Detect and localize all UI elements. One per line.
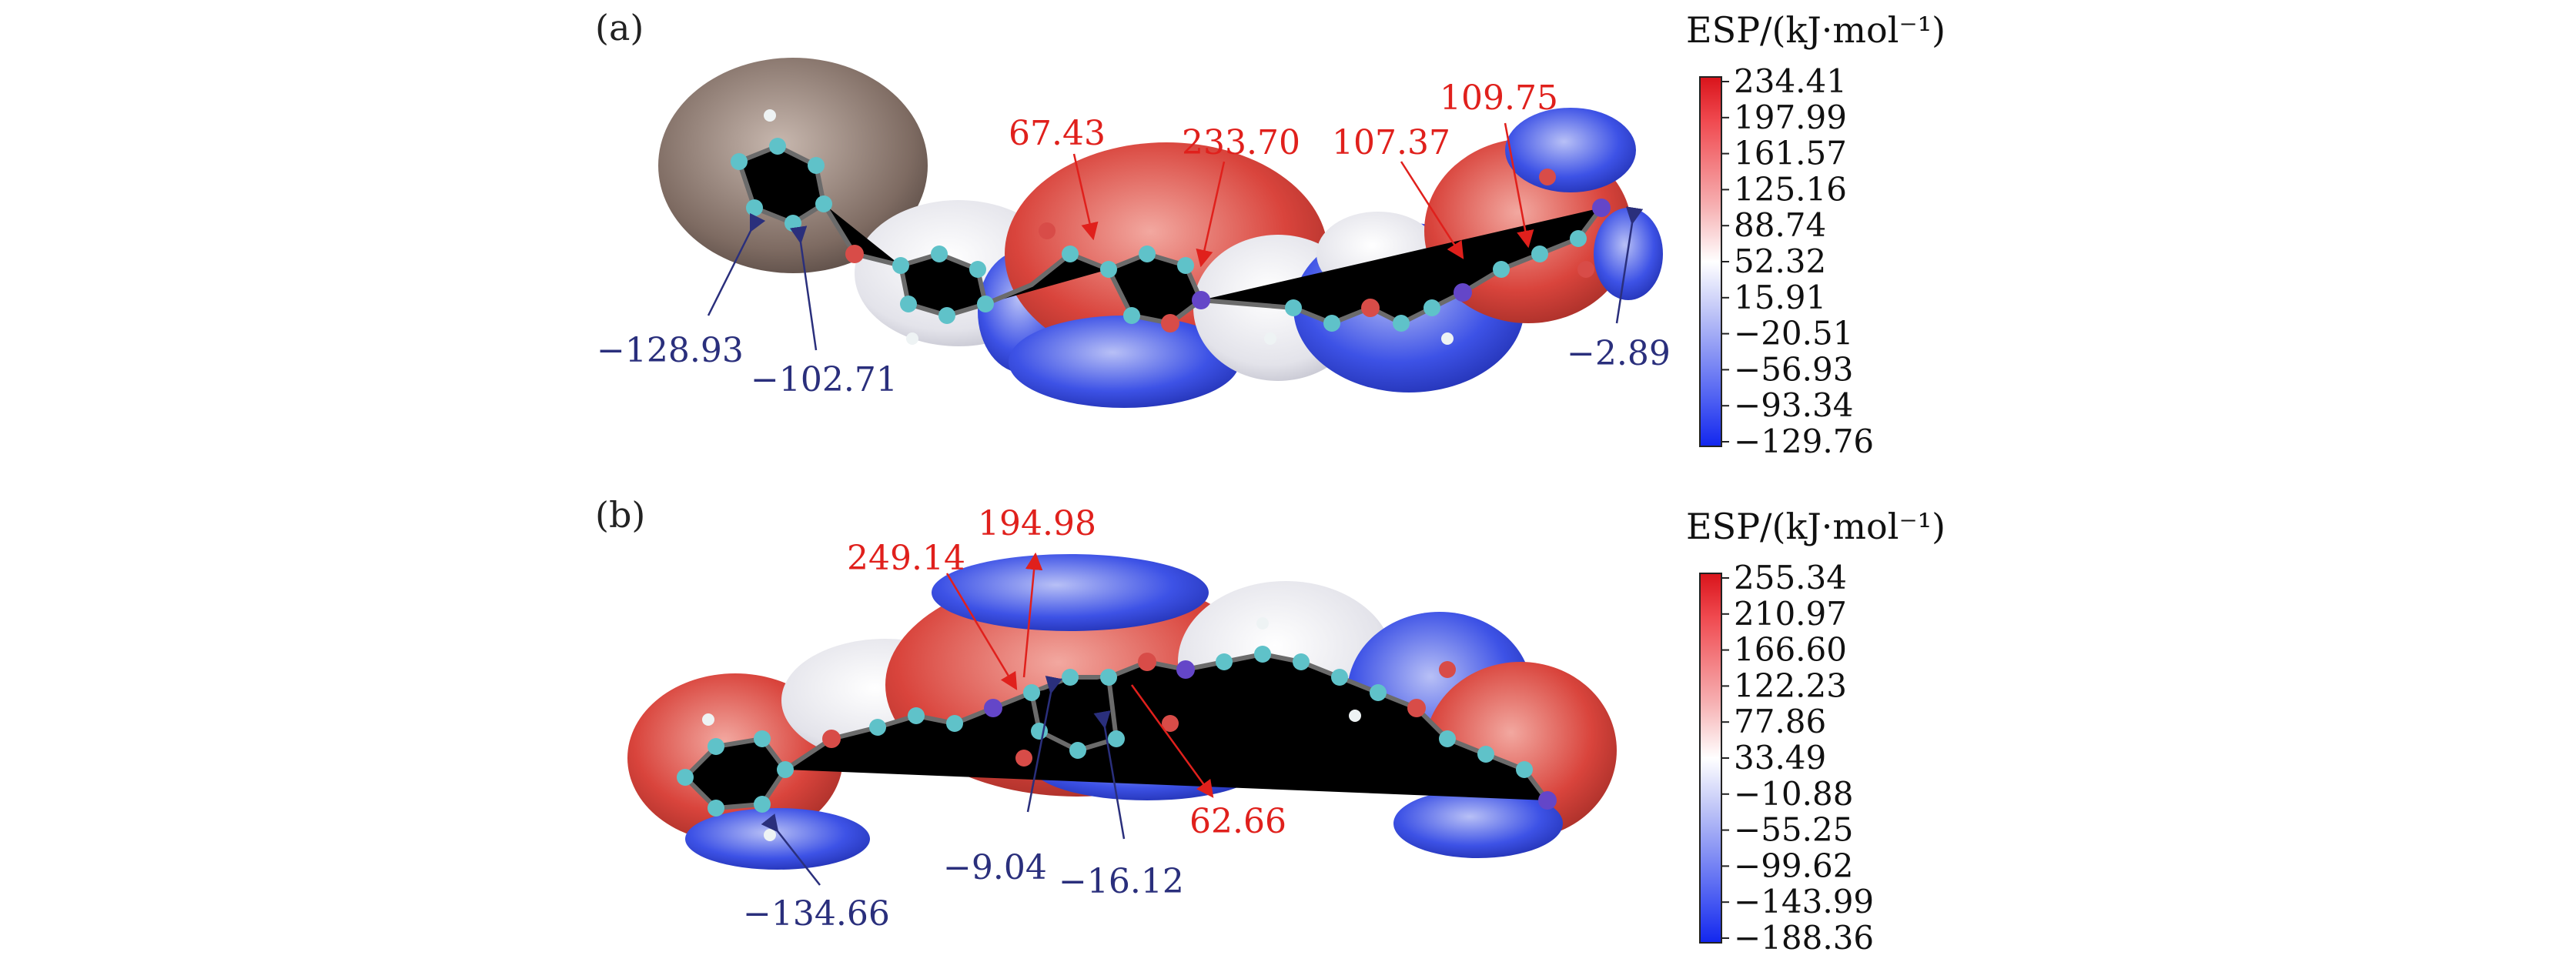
annotation-arrow (1400, 161, 1464, 259)
panel-b: (b) (595, 494, 1945, 957)
legend-tick-label: −143.99 (1734, 883, 1874, 920)
annotation-arrow (945, 573, 1018, 690)
annotation-label: 107.37 (1332, 123, 1450, 162)
legend-tick-label: 210.97 (1734, 595, 1847, 633)
annotation-label: −102.71 (751, 360, 898, 399)
annotation-label: −128.93 (597, 331, 744, 370)
legend-tick-label: 122.23 (1734, 666, 1847, 704)
annotation-label: 249.14 (847, 539, 965, 578)
panel-a-label: (a) (595, 7, 644, 48)
legend-ticks: 234.41197.99161.57125.1688.7452.3215.91−… (1721, 62, 1874, 460)
panel-a-molecule-skeleton (731, 109, 1611, 345)
legend-tick-label: 197.99 (1734, 99, 1847, 136)
legend-tick-label: −129.76 (1734, 423, 1874, 460)
annotation-label: −134.66 (743, 894, 890, 934)
legend-tick-label: 52.32 (1734, 242, 1826, 280)
annotation-arrow (1022, 552, 1043, 678)
legend-tick-label: −99.62 (1734, 847, 1853, 884)
legend-tick-label: 161.57 (1734, 135, 1847, 172)
annotation-arrow (1130, 684, 1214, 798)
legend-tick-label: 166.60 (1734, 631, 1847, 669)
panel-b-molecule-skeleton (677, 617, 1557, 841)
legend-tick-label: 77.86 (1734, 703, 1826, 740)
legend-tick-label: −93.34 (1734, 386, 1853, 424)
annotation-label: 62.66 (1189, 802, 1286, 841)
annotation-arrow (789, 225, 818, 351)
annotation-label: −9.04 (943, 848, 1047, 887)
annotation-arrow (1072, 153, 1099, 241)
annotation-arrow (1615, 206, 1644, 324)
annotation-label: −16.12 (1059, 862, 1184, 901)
legend-tick-label: 125.16 (1734, 170, 1847, 208)
legend-tick-label: −188.36 (1734, 919, 1874, 957)
legend-tick-label: −20.51 (1734, 315, 1853, 352)
panel-a-annotations: 67.43 233.70 107.37 109.75 −128.93 −102.… (597, 78, 1671, 399)
annotation-arrow (1026, 675, 1062, 813)
annotation-label: 233.70 (1182, 123, 1300, 162)
annotation-label: −2.89 (1567, 334, 1671, 373)
annotation-arrow (707, 212, 766, 316)
legend-color-bar (1699, 573, 1722, 944)
annotation-arrow (1093, 710, 1126, 840)
legend-color-bar (1699, 76, 1722, 447)
panel-b-label: (b) (595, 494, 645, 536)
panel-a-color-legend: ESP/(kJ·mol⁻¹) 234.41197.99161.57125.168… (1686, 9, 1945, 460)
legend-tick-label: −10.88 (1734, 775, 1853, 813)
legend-tick-label: 88.74 (1734, 206, 1826, 244)
panel-b-annotations: 249.14 194.98 62.66 −9.04 −16.12 −134.66 (743, 504, 1286, 934)
legend-title: ESP/(kJ·mol⁻¹) (1686, 9, 1945, 51)
legend-title: ESP/(kJ·mol⁻¹) (1686, 506, 1945, 547)
annotation-arrow (1504, 122, 1534, 249)
legend-tick-label: −55.25 (1734, 811, 1853, 849)
annotation-label: 67.43 (1009, 114, 1106, 153)
legend-tick-label: 33.49 (1734, 739, 1826, 777)
panel-b-color-legend: ESP/(kJ·mol⁻¹) 255.34210.97166.60122.237… (1686, 506, 1945, 957)
legend-tick-label: −56.93 (1734, 350, 1853, 388)
legend-tick-label: 255.34 (1734, 559, 1847, 596)
legend-tick-label: 234.41 (1734, 62, 1847, 100)
legend-tick-label: 15.91 (1734, 279, 1826, 316)
panel-a: (a) (595, 7, 1945, 460)
annotation-label: 109.75 (1440, 78, 1558, 118)
annotation-arrow (761, 813, 821, 886)
annotation-arrow (1196, 161, 1226, 268)
legend-ticks: 255.34210.97166.60122.2377.8633.49−10.88… (1721, 559, 1874, 957)
annotation-label: 194.98 (978, 504, 1096, 543)
